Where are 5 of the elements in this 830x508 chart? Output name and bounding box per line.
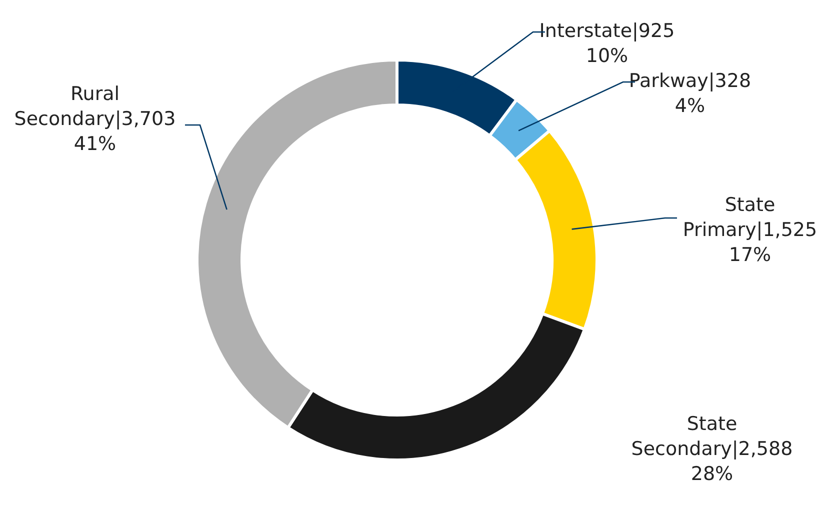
- slice-label: Interstate|925 10%: [539, 20, 675, 68]
- slice-label: Parkway|328 4%: [628, 70, 752, 118]
- slice-label: State Primary|1,525 17%: [682, 194, 818, 266]
- slice-label: State Secondary|2,588 28%: [631, 413, 793, 486]
- slice-label: Rural Secondary|3,703 41%: [14, 83, 176, 156]
